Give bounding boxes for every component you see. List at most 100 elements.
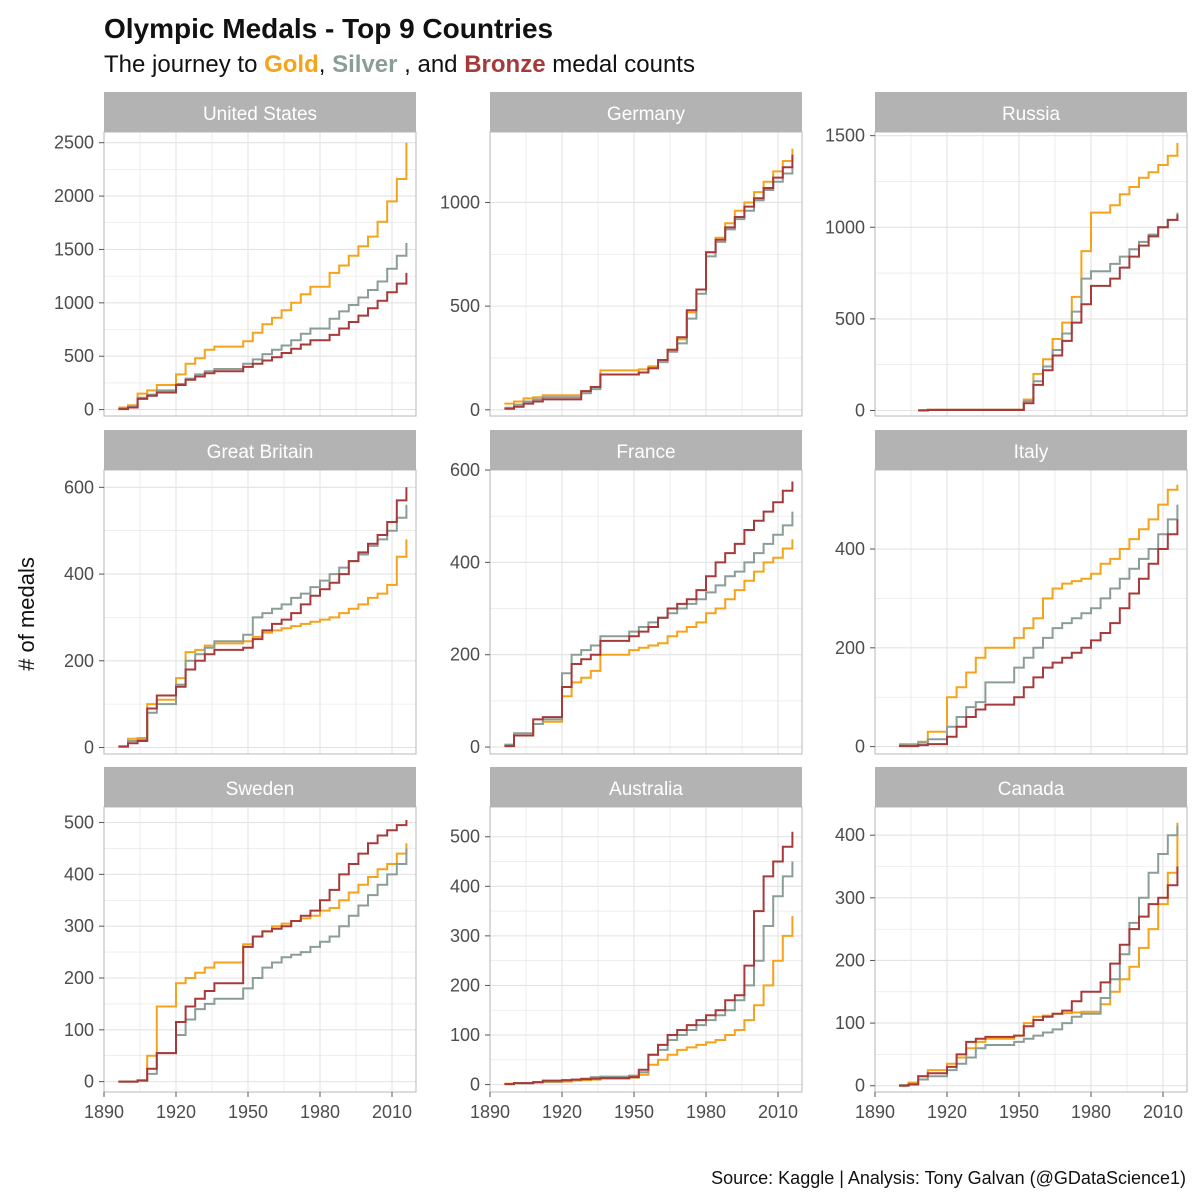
y-tick-label: 200 bbox=[64, 651, 94, 671]
facet-label: Great Britain bbox=[207, 442, 314, 463]
y-tick-label: 200 bbox=[450, 645, 480, 665]
series-line-gold bbox=[118, 539, 406, 746]
y-tick-label: 100 bbox=[450, 1025, 480, 1045]
x-tick-label: 1920 bbox=[542, 1102, 582, 1122]
y-tick-label: 0 bbox=[470, 400, 480, 420]
series-line-silver bbox=[118, 505, 406, 747]
series-line-silver bbox=[504, 862, 792, 1085]
panel-great-britain: Great Britain 0 200 400 600 bbox=[64, 430, 416, 757]
panel-canada: Canada01002003004001890 1920 1950 1980 2010 bbox=[835, 767, 1187, 1122]
y-tick-label: 400 bbox=[64, 864, 94, 884]
y-tick-label: 0 bbox=[470, 737, 480, 757]
panel-russia: Russia050010001500 bbox=[825, 92, 1187, 421]
x-tick-label: 1890 bbox=[84, 1102, 124, 1122]
facet-label: United States bbox=[203, 104, 317, 125]
facet-label: Italy bbox=[1014, 442, 1049, 463]
y-tick-label: 200 bbox=[835, 950, 865, 970]
y-tick-label: 500 bbox=[64, 346, 94, 366]
series-line-gold bbox=[118, 143, 406, 408]
facet-panels: United States05001000150020002500Germany… bbox=[54, 92, 1187, 1122]
y-axis-label: # of medals bbox=[14, 557, 39, 671]
y-tick-label: 600 bbox=[450, 460, 480, 480]
series-line-bronze bbox=[504, 482, 792, 747]
y-tick-label: 0 bbox=[84, 737, 94, 757]
subtitle-sep2: , and bbox=[397, 51, 464, 78]
series-line-gold bbox=[504, 539, 792, 745]
y-tick-label: 0 bbox=[470, 1075, 480, 1095]
y-tick-label: 0 bbox=[855, 1076, 865, 1096]
x-tick-label: 1980 bbox=[300, 1102, 340, 1122]
y-tick-label: 1500 bbox=[825, 126, 865, 146]
series-line-silver bbox=[899, 505, 1177, 745]
y-tick-label: 0 bbox=[84, 1072, 94, 1092]
series-line-bronze bbox=[504, 155, 792, 409]
chart-subtitle: The journey to Gold, Silver , and Bronze… bbox=[104, 51, 695, 78]
x-tick-label: 1890 bbox=[470, 1102, 510, 1122]
facet-label: Australia bbox=[609, 779, 683, 800]
x-tick-label: 2010 bbox=[372, 1102, 412, 1122]
y-tick-label: 400 bbox=[835, 825, 865, 845]
subtitle-silver: Silver bbox=[332, 51, 397, 78]
y-tick-label: 600 bbox=[64, 477, 94, 497]
y-tick-label: 100 bbox=[64, 1020, 94, 1040]
panel-border bbox=[875, 807, 1187, 1092]
y-tick-label: 1000 bbox=[54, 293, 94, 313]
y-tick-label: 2500 bbox=[54, 133, 94, 153]
panel-australia: Australia 0 100 200 300 400 500 1890 1920 1950 198… bbox=[450, 767, 802, 1122]
facet-label: France bbox=[616, 442, 675, 463]
series-line-bronze bbox=[899, 519, 1177, 746]
chart-title: Olympic Medals - Top 9 Countries bbox=[104, 13, 553, 44]
x-tick-label: 1950 bbox=[228, 1102, 268, 1122]
subtitle-suffix: medal counts bbox=[546, 51, 695, 78]
subtitle-gold: Gold bbox=[264, 51, 319, 78]
y-tick-label: 300 bbox=[64, 916, 94, 936]
series-line-gold bbox=[899, 485, 1177, 744]
x-tick-label: 1890 bbox=[855, 1102, 895, 1122]
panel-border bbox=[490, 807, 802, 1092]
y-tick-label: 100 bbox=[835, 1013, 865, 1033]
subtitle-sep1: , bbox=[319, 51, 332, 78]
x-tick-label: 2010 bbox=[758, 1102, 798, 1122]
y-tick-label: 1500 bbox=[54, 239, 94, 259]
x-tick-label: 1920 bbox=[156, 1102, 196, 1122]
series-line-bronze bbox=[118, 273, 406, 409]
y-tick-label: 0 bbox=[855, 401, 865, 421]
y-tick-label: 500 bbox=[64, 813, 94, 833]
panel-border bbox=[104, 470, 416, 754]
facet-label: Germany bbox=[607, 104, 686, 125]
series-line-silver bbox=[899, 826, 1177, 1085]
y-tick-label: 0 bbox=[855, 737, 865, 757]
series-line-gold bbox=[899, 823, 1177, 1085]
x-tick-label: 1980 bbox=[1071, 1102, 1111, 1122]
series-line-gold bbox=[504, 149, 792, 404]
y-tick-label: 400 bbox=[450, 552, 480, 572]
series-line-bronze bbox=[899, 867, 1177, 1086]
series-line-bronze bbox=[504, 832, 792, 1084]
panel-border bbox=[875, 470, 1187, 754]
panel-border bbox=[490, 470, 802, 754]
panel-france: France 0 200 400 600 bbox=[450, 430, 802, 757]
y-tick-label: 400 bbox=[450, 876, 480, 896]
series-line-bronze bbox=[118, 820, 406, 1082]
panel-united-states: United States 0 500 1000 1500 2000 2500 bbox=[54, 92, 416, 420]
facet-label: Canada bbox=[998, 779, 1065, 800]
panel-border bbox=[104, 807, 416, 1092]
y-tick-label: 500 bbox=[450, 827, 480, 847]
y-tick-label: 400 bbox=[64, 564, 94, 584]
x-tick-label: 1980 bbox=[686, 1102, 726, 1122]
subtitle-bronze: Bronze bbox=[464, 51, 545, 78]
y-tick-label: 200 bbox=[64, 968, 94, 988]
y-tick-label: 0 bbox=[84, 400, 94, 420]
y-tick-label: 400 bbox=[835, 539, 865, 559]
panel-sweden: Sweden 0 100 200 300 400 500 1890 1920 1950 1980 20… bbox=[64, 767, 416, 1122]
x-tick-label: 1920 bbox=[927, 1102, 967, 1122]
facet-label: Sweden bbox=[226, 779, 295, 800]
series-line-silver bbox=[118, 849, 406, 1082]
y-tick-label: 200 bbox=[835, 638, 865, 658]
panel-italy: Italy 0 200 400 bbox=[835, 430, 1187, 757]
y-tick-label: 500 bbox=[835, 309, 865, 329]
panel-germany: Germany05001000 bbox=[440, 92, 802, 420]
y-tick-label: 2000 bbox=[54, 186, 94, 206]
y-tick-label: 200 bbox=[450, 975, 480, 995]
